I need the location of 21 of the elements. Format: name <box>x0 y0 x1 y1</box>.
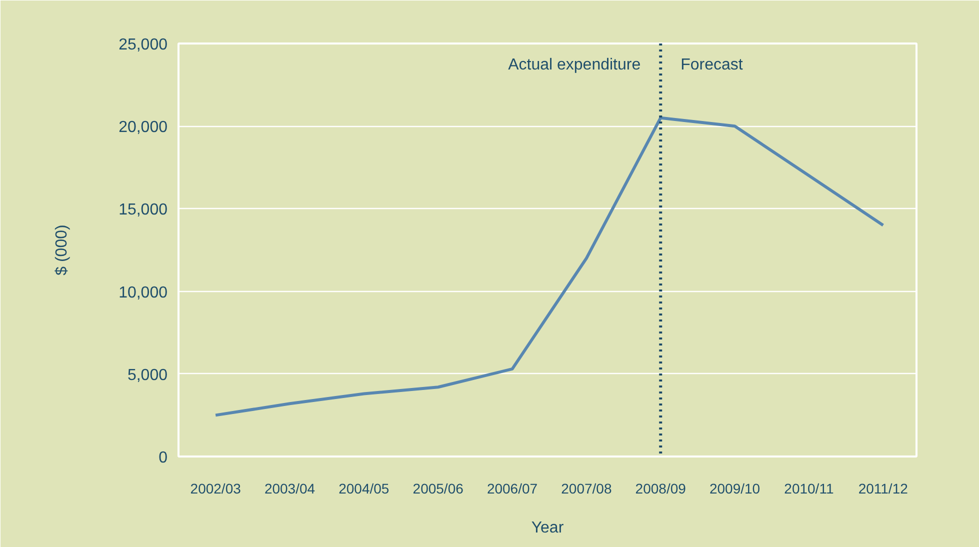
annotation: Forecast <box>680 56 744 74</box>
annotation: Actual expenditure <box>508 56 641 74</box>
y-tick-label: 25,000 <box>118 36 168 54</box>
y-tick-label: 0 <box>158 450 168 466</box>
y-tick-label: 5,000 <box>127 366 168 384</box>
x-tick-label: 2005/06 <box>412 480 464 496</box>
x-tick-label: 2003/04 <box>264 480 316 496</box>
x-axis-title: Year <box>531 520 564 536</box>
x-tick-label: 2006/07 <box>486 480 538 496</box>
y-axis-title: $ (000) <box>54 224 71 276</box>
x-tick-label: 2007/08 <box>561 480 612 496</box>
x-tick-label: 2009/10 <box>709 480 760 496</box>
y-tick-label: 10,000 <box>118 284 168 302</box>
x-tick-label: 2002/03 <box>190 480 242 496</box>
x-tick-label: 2011/12 <box>858 480 908 496</box>
y-tick-label: 15,000 <box>118 202 168 219</box>
x-tick-label: 2008/09 <box>635 480 686 496</box>
x-tick-label: 2004/05 <box>338 480 390 496</box>
line-series <box>214 116 885 417</box>
x-tick-label: 2010/11 <box>784 480 834 496</box>
y-tick-label: 20,000 <box>118 119 168 136</box>
